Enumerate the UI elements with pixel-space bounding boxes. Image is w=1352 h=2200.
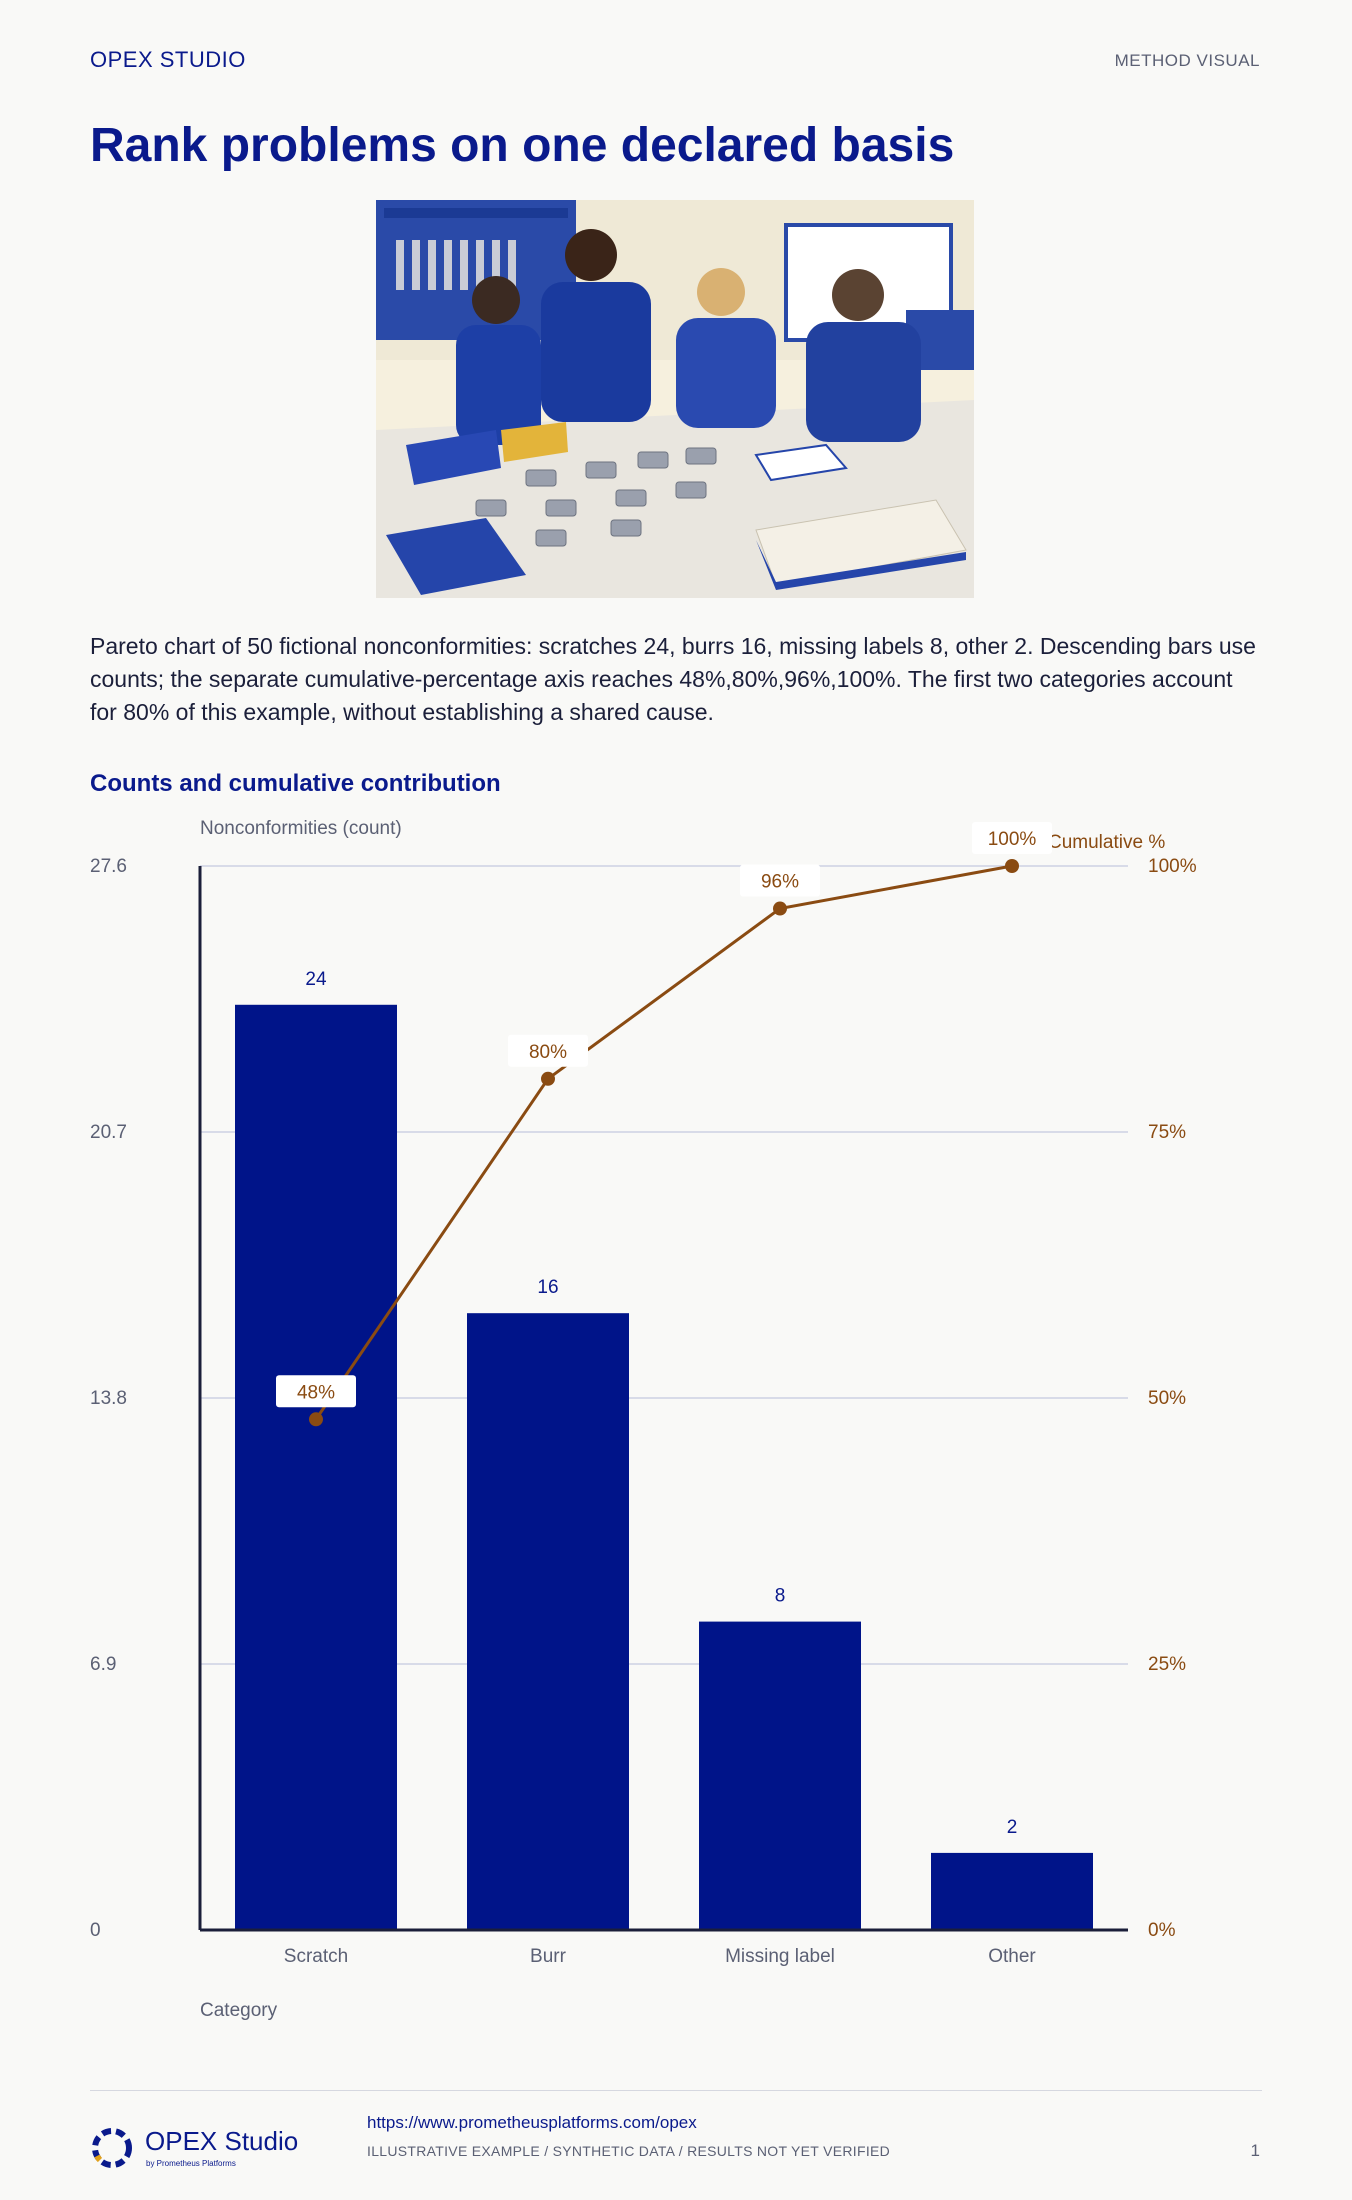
section-title: Counts and cumulative contribution xyxy=(90,770,501,797)
footer-note: ILLUSTRATIVE EXAMPLE / SYNTHETIC DATA / … xyxy=(367,2143,891,2159)
y2-axis-label: Cumulative % xyxy=(1048,832,1165,853)
chart-caption: Pareto chart of 50 fictional nonconformi… xyxy=(90,633,1256,725)
cumulative-line xyxy=(314,864,1013,1421)
cumulative-label-box xyxy=(508,1034,588,1067)
header-tag: METHOD VISUAL xyxy=(1114,51,1260,70)
footer-url[interactable]: https://www.prometheusplatforms.com/opex xyxy=(367,2113,697,2132)
cumulative-point xyxy=(541,1071,555,1086)
y-tick-label: 20.7 xyxy=(90,1122,127,1143)
y-axis-label: Nonconformities (count) xyxy=(200,818,402,839)
page-number: 1 xyxy=(1250,2141,1260,2160)
x-axis-label: Category xyxy=(200,2000,278,2021)
page-title: Rank problems on one declared basis xyxy=(90,119,955,172)
y2-tick-label: 75% xyxy=(1148,1122,1186,1143)
y-tick-label: 6.9 xyxy=(90,1654,116,1675)
y-tick-label: 0 xyxy=(90,1920,101,1941)
y2-tick-label: 25% xyxy=(1148,1654,1186,1675)
y2-tick-label: 100% xyxy=(1148,856,1197,877)
header-brand: OPEX STUDIO xyxy=(90,47,246,72)
bar xyxy=(699,1621,861,1930)
y-tick-label: 27.6 xyxy=(90,856,127,877)
cumulative-label-box xyxy=(740,864,820,897)
cumulative-label-box xyxy=(276,1375,356,1408)
y-tick-label: 13.8 xyxy=(90,1388,127,1409)
cumulative-label: 100% xyxy=(988,829,1037,850)
y2-tick-label: 50% xyxy=(1148,1388,1186,1409)
bar xyxy=(235,1004,397,1930)
cumulative-point xyxy=(773,901,787,916)
footer-divider xyxy=(90,2090,1262,2091)
bar xyxy=(467,1313,629,1930)
bar-value-label: 24 xyxy=(305,969,327,990)
team-inspecting-parts-illustration xyxy=(376,200,974,598)
bar-value-label: 16 xyxy=(537,1277,558,1298)
pareto-chart: 0 0% 6.9 25% 13.8 50% 20.7 75% 27.6 100% 24 Scratch… xyxy=(90,818,1197,2021)
cumulative-point xyxy=(1005,859,1019,873)
footer-subbrand: by Prometheus Platforms xyxy=(146,2159,236,2168)
bar xyxy=(931,1852,1093,1930)
cumulative-label: 48% xyxy=(297,1382,335,1403)
opex-logo-icon xyxy=(88,2124,136,2172)
cumulative-point xyxy=(309,1412,323,1427)
x-tick-label: Scratch xyxy=(284,1946,348,1967)
cumulative-label: 80% xyxy=(529,1042,567,1063)
footer-brand: OPEX Studio xyxy=(145,2126,299,2156)
bar-value-label: 8 xyxy=(775,1586,786,1607)
bar-value-label: 2 xyxy=(1007,1817,1018,1838)
x-tick-label: Missing label xyxy=(725,1946,835,1967)
x-tick-label: Burr xyxy=(530,1946,567,1967)
x-tick-label: Other xyxy=(988,1946,1036,1967)
y2-tick-label: 0% xyxy=(1148,1920,1176,1941)
cumulative-label: 96% xyxy=(761,872,799,893)
cumulative-label-box xyxy=(972,822,1052,854)
